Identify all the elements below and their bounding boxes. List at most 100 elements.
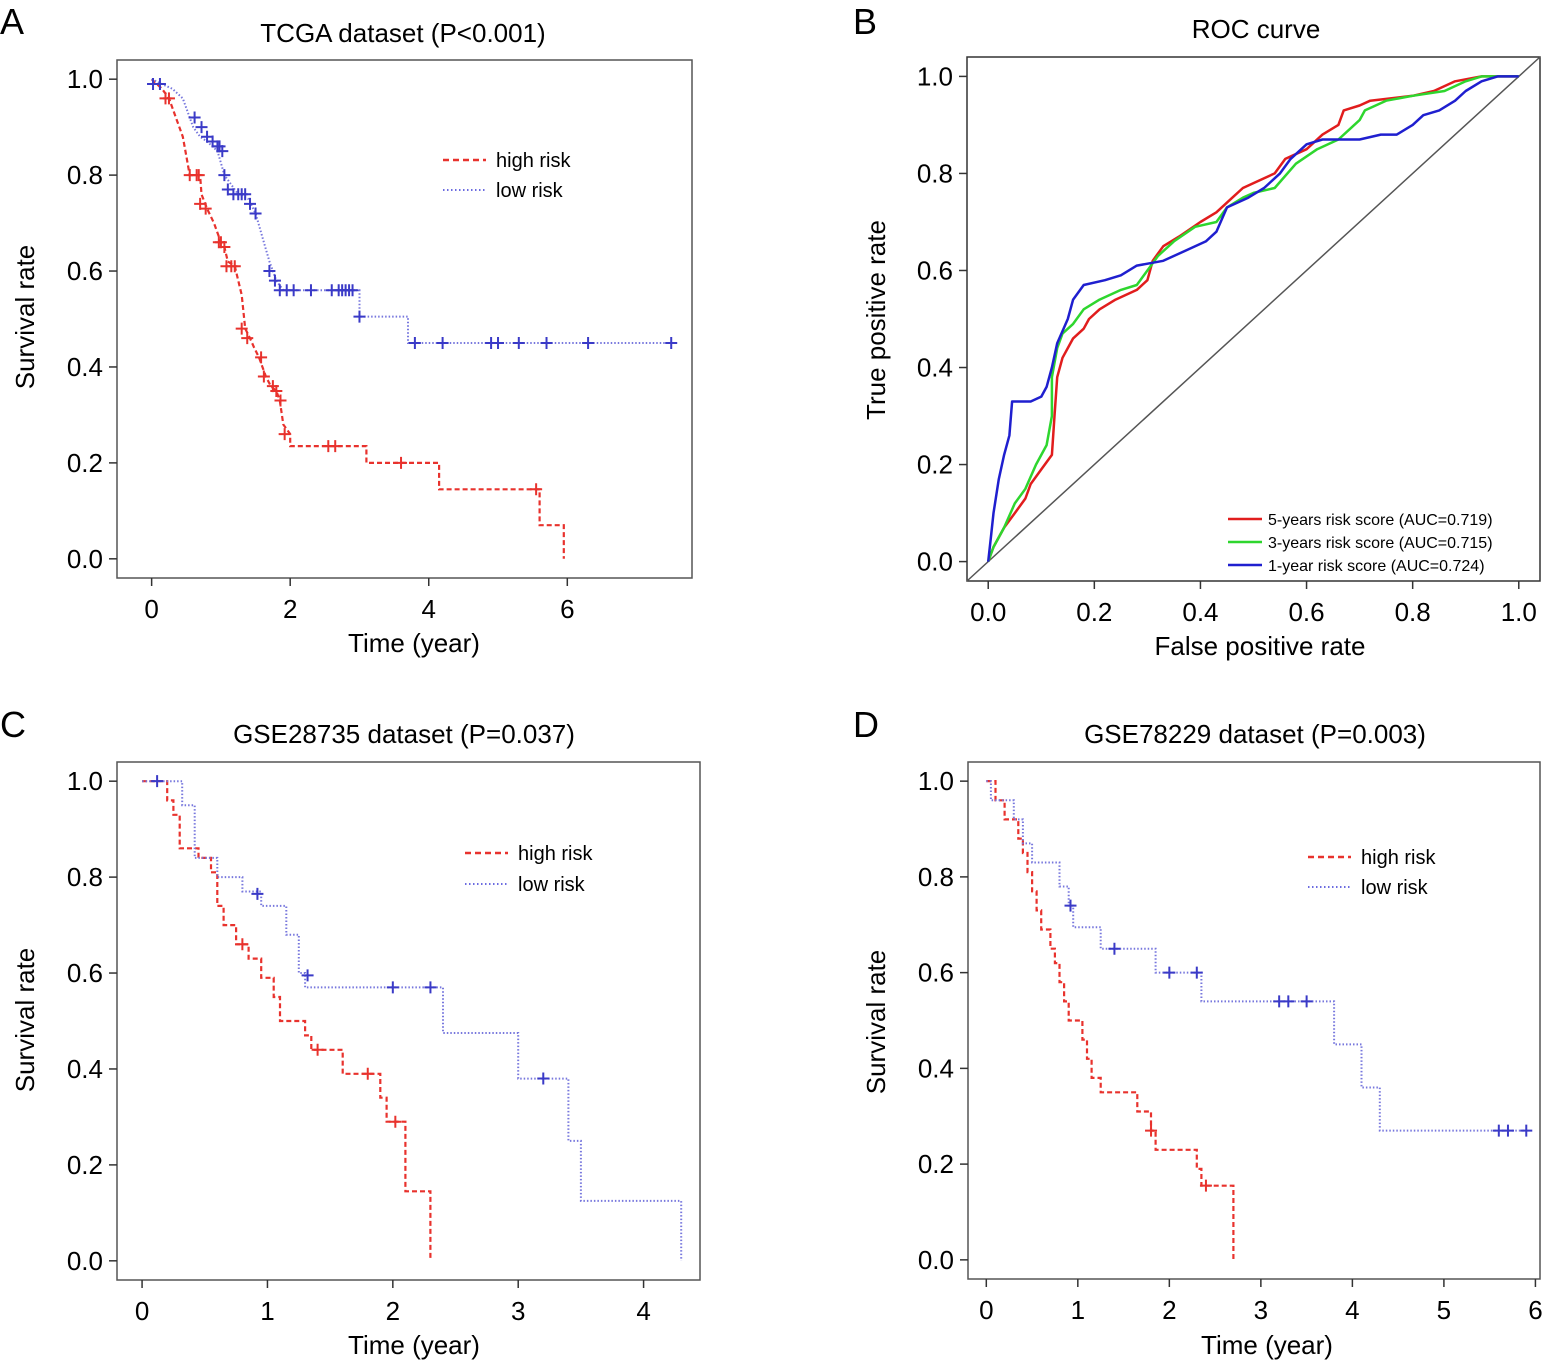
panel-b-roc-line-1 (987, 75, 1519, 563)
panel-letter-d: D (853, 704, 879, 745)
panel-a-x-tick-label: 0 (144, 594, 158, 624)
panel-a-censor-mark (218, 241, 231, 254)
panel-a-censor-mark (268, 274, 281, 287)
panel-c-x-tick-label: 0 (135, 1296, 149, 1326)
panel-c-x-axis: 0 1 2 3 4 (135, 1280, 651, 1326)
panel-a-title: TCGA dataset (P<0.001) (260, 18, 545, 48)
panel-d-plot-frame (967, 761, 1541, 1280)
panel-d-censor-mark (1064, 899, 1077, 912)
panel-c-censor-mark (251, 887, 264, 900)
panel-c-title: GSE28735 dataset (P=0.037) (233, 719, 575, 749)
panel-a-censor-mark (530, 483, 543, 496)
panel-d-y-axis: 0.0 0.2 0.4 0.6 0.8 1.0 (918, 766, 968, 1275)
panel-d-km-line-low-risk (986, 780, 1527, 1132)
panel-b-y-tick-label: 0.2 (917, 450, 953, 480)
panel-a-censor-mark (241, 332, 254, 345)
panel-c-censor-mark (301, 969, 314, 982)
panel-a-censor-mark (257, 370, 270, 383)
panel-d-legend-high-risk: high risk (1361, 847, 1436, 869)
panel-c-xlabel: Time (year) (348, 1330, 480, 1360)
panel-b-y-tick-label: 0.6 (917, 255, 953, 285)
panel-a-censor-mark (270, 384, 283, 397)
panel-b-x-tick-label: 1.0 (1501, 597, 1537, 627)
panel-a-censor-mark (218, 169, 231, 182)
panel-c-censor-mark (537, 1072, 550, 1085)
panel-b-legend: 5-years risk score (AUC=0.719) 3-years r… (1228, 512, 1493, 575)
panel-d-xlabel: Time (year) (1201, 1330, 1333, 1360)
panel-d-censor-mark (1145, 1124, 1158, 1137)
panel-b-y-tick-label: 0.8 (917, 158, 953, 188)
panel-a-censor-mark (665, 336, 678, 349)
panel-c-legend: high risk low risk (465, 843, 593, 896)
panel-d-x-tick-label: 4 (1345, 1295, 1359, 1325)
panel-a-censor-mark (346, 284, 359, 297)
panel-a-x-tick-label: 2 (283, 594, 297, 624)
panel-b-y-tick-label: 1.0 (917, 61, 953, 91)
panel-a-censor-mark (188, 111, 201, 124)
panel-b-legend-3yr: 3-years risk score (AUC=0.715) (1268, 535, 1493, 552)
panel-d-x-tick-label: 2 (1162, 1295, 1176, 1325)
panel-a-censor-mark (195, 121, 208, 134)
panel-a-x-tick-label: 6 (560, 594, 574, 624)
panel-d-y-tick-label: 1.0 (918, 766, 954, 796)
panel-c-y-tick-label: 0.8 (67, 862, 103, 892)
panel-a-censor-mark (287, 284, 300, 297)
panel-b-y-tick-label: 0.0 (917, 547, 953, 577)
panel-b-x-tick-label: 0.8 (1395, 597, 1431, 627)
panel-a-censor-mark (278, 428, 291, 441)
panel-a-y-tick-label: 0.8 (67, 160, 103, 190)
panel-a-censor-mark (304, 284, 317, 297)
panel-c-y-axis: 0.0 0.2 0.4 0.6 0.8 1.0 (67, 766, 117, 1276)
panel-d-y-tick-label: 0.4 (918, 1053, 954, 1083)
panel-d-censor-mark (1282, 995, 1295, 1008)
panel-c-y-tick-label: 0.0 (67, 1246, 103, 1276)
panel-c-plot-frame (116, 761, 701, 1281)
panel-b-legend-5yr: 5-years risk score (AUC=0.719) (1268, 512, 1493, 529)
panel-a-y-tick-label: 0.2 (67, 448, 103, 478)
panel-a-censor-mark (249, 207, 262, 220)
panel-c-y-tick-label: 0.6 (67, 958, 103, 988)
panel-b-xlabel: False positive rate (1155, 631, 1366, 661)
panel-a-censor-mark (582, 336, 595, 349)
panel-c-km-line-high-risk (142, 780, 432, 1261)
panel-d-plot (986, 780, 1533, 1260)
panel-b-x-axis: 0.0 0.2 0.4 0.6 0.8 1.0 (970, 581, 1537, 627)
panel-d-x-tick-label: 5 (1437, 1295, 1451, 1325)
panel-a-censor-mark (199, 202, 212, 215)
panel-c-censor-mark (361, 1067, 374, 1080)
panel-a-legend-high-risk: high risk (496, 150, 571, 172)
panel-b-plot-frame (966, 56, 1541, 582)
panel-a-censor-mark (492, 336, 505, 349)
panel-c-y-tick-label: 0.2 (67, 1150, 103, 1180)
panel-b-legend-1yr: 1-year risk score (AUC=0.724) (1268, 558, 1485, 575)
panel-d-x-tick-label: 0 (979, 1295, 993, 1325)
panel-a-censor-mark (153, 77, 166, 90)
panel-b-roc-line-2 (986, 75, 1519, 562)
panel-d-y-tick-label: 0.6 (918, 958, 954, 988)
panel-c-legend-low-risk: low risk (518, 874, 586, 896)
panel-c-x-tick-label: 3 (511, 1296, 525, 1326)
panel-a-y-tick-label: 0.6 (67, 256, 103, 286)
panel-a-censor-mark (353, 310, 366, 323)
panel-a-censor-mark (228, 260, 241, 273)
panel-a-censor-mark (263, 265, 276, 278)
panel-c-censor-mark (389, 1115, 402, 1128)
panel-c-x-tick-label: 4 (636, 1296, 650, 1326)
panel-d-x-tick-label: 1 (1071, 1295, 1085, 1325)
panel-a: A TCGA dataset (P<0.001) Survival rate T… (0, 1, 693, 658)
panel-d-censor-mark (1501, 1124, 1514, 1137)
panel-a-plot-frame (116, 59, 693, 579)
panel-b-ylabel: True positive rate (861, 220, 891, 420)
panel-a-y-tick-label: 1.0 (67, 64, 103, 94)
panel-letter-a: A (0, 1, 24, 42)
panel-letter-c: C (0, 704, 26, 745)
panel-b-title: ROC curve (1192, 14, 1321, 44)
panel-a-y-tick-label: 0.4 (67, 352, 103, 382)
panel-letter-b: B (853, 1, 877, 42)
panel-d-y-tick-label: 0.8 (918, 862, 954, 892)
panel-c-x-tick-label: 1 (260, 1296, 274, 1326)
panel-b-x-tick-label: 0.4 (1182, 597, 1218, 627)
panel-d-y-tick-label: 0.0 (918, 1245, 954, 1275)
panel-c-x-tick-label: 2 (386, 1296, 400, 1326)
